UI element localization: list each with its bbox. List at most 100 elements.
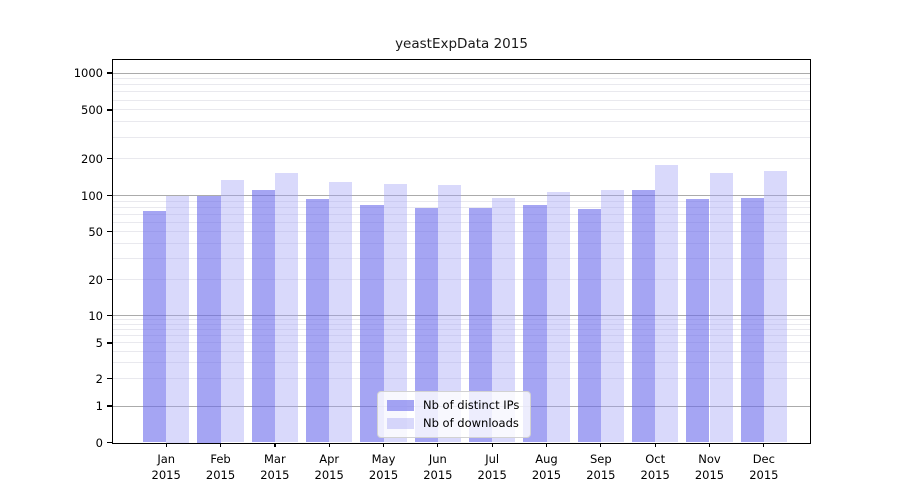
minor-gridline-70 — [113, 213, 810, 215]
x-tick-6 — [491, 442, 493, 447]
minor-gridline-3 — [113, 362, 810, 364]
minor-gridline-800 — [113, 84, 810, 86]
y-tick-1 — [107, 405, 112, 407]
x-tick-label-11: Dec 2015 — [749, 451, 779, 482]
x-tick-3 — [328, 442, 330, 447]
x-tick-9 — [654, 442, 656, 447]
y-tick-label-500: 500 — [81, 102, 103, 117]
x-tick-label-7: Aug 2015 — [531, 451, 562, 482]
minor-gridline-600 — [113, 99, 810, 101]
y-tick-label-200: 200 — [81, 151, 103, 166]
minor-gridline-30 — [113, 257, 810, 259]
minor-gridline-60 — [113, 221, 810, 223]
x-tick-11 — [763, 442, 765, 447]
y-tick-0 — [107, 441, 112, 444]
bar-distinct-ips-jul — [468, 207, 493, 443]
y-tick-label-1: 1 — [95, 399, 103, 413]
minor-gridline-200 — [113, 158, 810, 160]
minor-gridline-500 — [113, 109, 810, 111]
bar-distinct-ips-jun — [414, 208, 438, 443]
bar-distinct-ips-oct — [631, 190, 656, 443]
x-tick-label-5: Jun 2015 — [423, 451, 453, 482]
major-gridline-1000 — [113, 72, 810, 74]
minor-gridline-8 — [113, 324, 810, 326]
y-tick-20 — [107, 278, 112, 281]
y-tick-label-1000: 1000 — [73, 66, 103, 80]
y-tick-5 — [107, 342, 112, 344]
y-tick-200 — [107, 157, 112, 160]
legend-swatch-downloads — [387, 417, 414, 429]
y-tick-label-10: 10 — [88, 308, 103, 323]
x-tick-10 — [708, 442, 711, 447]
x-tick-label-4: May 2015 — [368, 451, 399, 482]
x-tick-8 — [600, 442, 602, 447]
minor-gridline-80 — [113, 206, 810, 208]
x-tick-1 — [219, 442, 222, 447]
y-tick-label-20: 20 — [88, 272, 103, 287]
legend-item-downloads: Nb of downloads — [387, 416, 519, 431]
bar-downloads-dec — [763, 170, 788, 443]
legend-label-downloads: Nb of downloads — [423, 415, 519, 430]
y-tick-10 — [107, 315, 112, 317]
bar-distinct-ips-dec — [740, 198, 764, 443]
bar-downloads-sep — [600, 190, 625, 443]
x-tick-label-0: Jan 2015 — [151, 451, 181, 482]
bar-downloads-oct — [655, 164, 679, 443]
y-tick-50 — [107, 231, 112, 233]
bar-distinct-ips-apr — [305, 199, 330, 443]
chart-title: yeastExpData 2015 — [395, 36, 528, 52]
major-gridline-10 — [113, 315, 810, 317]
legend-swatch-distinct-ips — [387, 399, 414, 411]
minor-gridline-700 — [113, 91, 810, 93]
minor-gridline-20 — [113, 279, 810, 281]
x-tick-label-10: Nov 2015 — [694, 451, 725, 482]
bar-distinct-ips-feb — [197, 195, 221, 443]
minor-gridline-7 — [113, 329, 810, 331]
bar-downloads-feb — [220, 179, 244, 443]
x-tick-7 — [545, 442, 548, 447]
minor-gridline-300 — [113, 136, 810, 138]
bar-downloads-aug — [546, 192, 570, 443]
minor-gridline-9 — [113, 319, 810, 321]
y-tick-100 — [107, 194, 112, 197]
x-tick-5 — [437, 442, 439, 447]
x-tick-label-9: Oct 2015 — [640, 451, 670, 482]
y-tick-label-100: 100 — [81, 188, 103, 203]
minor-gridline-2 — [113, 378, 810, 380]
bar-distinct-ips-mar — [251, 190, 275, 443]
bar-downloads-apr — [329, 181, 353, 443]
legend-label-distinct-ips: Nb of distinct IPs — [423, 397, 520, 412]
bar-downloads-may — [383, 183, 407, 443]
legend-item-distinct-ips: Nb of distinct IPs — [387, 398, 519, 413]
minor-gridline-40 — [113, 242, 810, 244]
minor-gridline-4 — [113, 351, 810, 353]
bar-distinct-ips-jan — [142, 210, 167, 443]
minor-gridline-90 — [113, 200, 810, 202]
x-tick-4 — [382, 442, 385, 447]
legend: Nb of distinct IPs Nb of downloads — [377, 390, 532, 438]
major-gridline-100 — [113, 195, 810, 196]
y-tick-label-0: 0 — [95, 435, 103, 450]
bar-downloads-jul — [492, 197, 516, 443]
x-tick-label-1: Feb 2015 — [205, 451, 236, 482]
minor-gridline-900 — [113, 78, 810, 80]
y-tick-label-5: 5 — [95, 335, 103, 350]
bar-downloads-jun — [437, 184, 462, 443]
y-tick-label-2: 2 — [95, 371, 103, 386]
x-tick-label-3: Apr 2015 — [314, 451, 344, 482]
bar-distinct-ips-sep — [577, 209, 601, 443]
minor-gridline-6 — [113, 335, 810, 337]
bar-downloads-jan — [166, 195, 190, 443]
plot-area: 0 1 2 5 10 20 50 100 200 500 1000 Jan 2015 Feb 2015 M… — [74, 58, 811, 482]
y-tick-2 — [107, 378, 112, 380]
x-tick-label-6: Jul 2015 — [477, 451, 507, 482]
x-tick-2 — [274, 442, 276, 447]
x-tick-0 — [165, 442, 167, 447]
bar-distinct-ips-may — [360, 204, 384, 443]
bar-downloads-nov — [709, 172, 733, 443]
y-tick-500 — [107, 109, 112, 111]
minor-gridline-50 — [113, 231, 810, 233]
minor-gridline-5 — [113, 342, 810, 344]
y-tick-1000 — [107, 72, 112, 74]
